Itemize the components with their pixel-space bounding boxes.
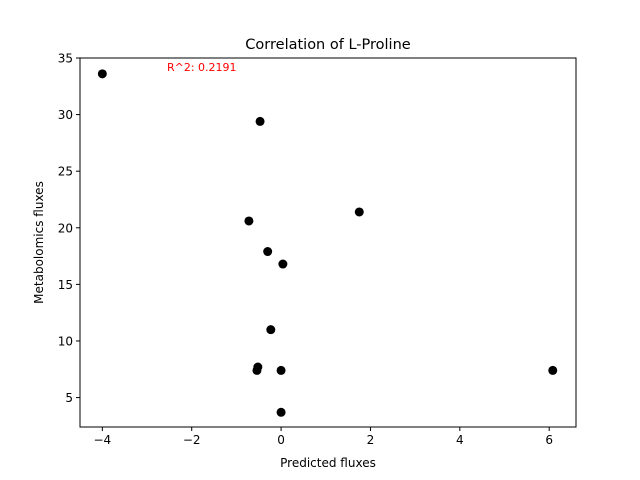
y-tick-label: 10 xyxy=(58,334,73,348)
data-point xyxy=(276,365,286,375)
plot-frame xyxy=(79,57,577,428)
y-tick-label: 15 xyxy=(58,278,73,292)
data-point xyxy=(276,407,286,417)
data-point xyxy=(244,216,254,226)
r-squared-annotation: R^2: 0.2191 xyxy=(167,61,237,74)
data-point xyxy=(255,116,265,126)
data-point xyxy=(252,365,262,375)
x-tick-label: −2 xyxy=(183,433,201,447)
x-tick-label: 6 xyxy=(545,433,553,447)
data-point xyxy=(97,69,107,79)
chart-title: Correlation of L-Proline xyxy=(245,37,410,53)
data-point xyxy=(266,325,276,335)
y-axis-ticks: 5 10 15 20 25 30 35 xyxy=(58,52,80,405)
x-axis-ticks: −4 −2 0 2 4 6 xyxy=(93,427,553,447)
x-tick-label: 2 xyxy=(367,433,375,447)
y-tick-label: 35 xyxy=(58,52,73,66)
y-tick-label: 25 xyxy=(58,165,73,179)
data-point xyxy=(278,259,288,269)
y-tick-label: 20 xyxy=(58,221,73,235)
y-tick-label: 5 xyxy=(65,391,73,405)
x-tick-label: −4 xyxy=(93,433,111,447)
data-point xyxy=(263,247,273,257)
data-point xyxy=(548,365,558,375)
x-tick-label: 4 xyxy=(456,433,464,447)
x-axis-label: Predicted fluxes xyxy=(280,456,376,470)
data-points xyxy=(97,69,558,417)
y-tick-label: 30 xyxy=(58,108,73,122)
x-tick-label: 0 xyxy=(277,433,285,447)
data-point xyxy=(354,207,364,217)
y-axis-label: Metabolomics fluxes xyxy=(32,181,46,304)
